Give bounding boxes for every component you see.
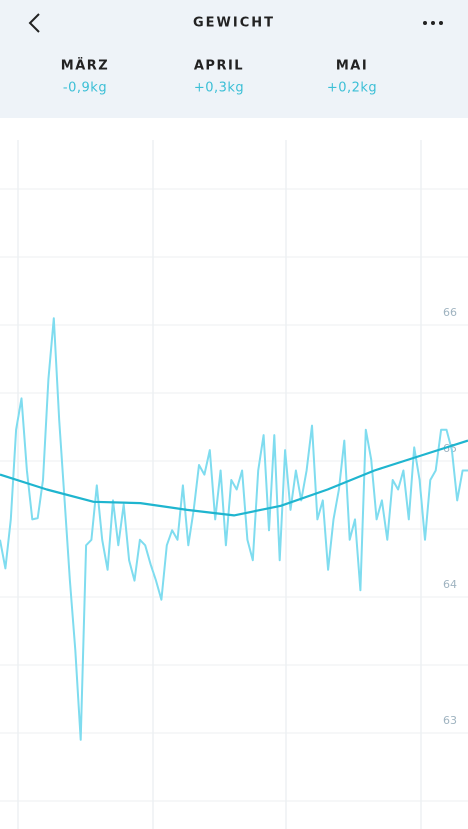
month-name: MÄRZ bbox=[61, 58, 109, 74]
trend-line bbox=[0, 439, 468, 517]
y-tick-label: 66 bbox=[443, 306, 457, 319]
grid bbox=[17, 140, 422, 829]
month-name: MAI bbox=[336, 59, 368, 74]
header-bg bbox=[0, 0, 468, 118]
y-tick-label: 64 bbox=[443, 578, 457, 591]
weight-line bbox=[0, 317, 468, 741]
more-button[interactable] bbox=[423, 21, 443, 25]
dot bbox=[423, 21, 427, 25]
y-tick-label: 63 bbox=[443, 714, 457, 727]
month-name: APRIL bbox=[194, 59, 244, 74]
month-change: -0,9kg bbox=[63, 81, 107, 96]
month-change: +0,3kg bbox=[194, 81, 244, 96]
month-change: +0,2kg bbox=[327, 81, 377, 96]
dot bbox=[431, 21, 435, 25]
dot bbox=[439, 21, 443, 25]
page-title: GEWICHT bbox=[193, 16, 275, 31]
back-button[interactable] bbox=[28, 13, 40, 33]
